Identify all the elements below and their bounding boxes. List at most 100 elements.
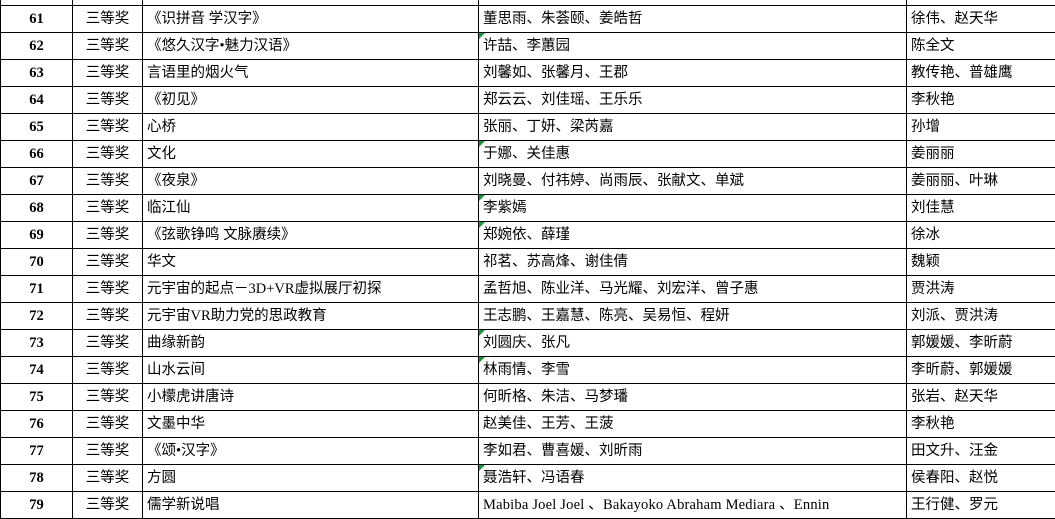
cell-奖项[interactable]: 三等奖 [73, 141, 143, 168]
cell-指导教师[interactable]: 姜丽丽、叶琳 [907, 168, 1055, 195]
cell-指导教师[interactable]: 田文升、汪金 [907, 438, 1055, 465]
cell-指导教师[interactable]: 陈全文 [907, 33, 1055, 60]
cell-指导教师[interactable]: 孙增 [907, 114, 1055, 141]
cell-作品名称[interactable]: 临江仙 [143, 195, 479, 222]
cell-作者[interactable]: 李如君、曹喜媛、刘昕雨 [479, 438, 907, 465]
cell-作品名称[interactable]: 华文 [143, 249, 479, 276]
cell-作品名称[interactable]: 方圆 [143, 465, 479, 492]
cell-指导教师[interactable]: 姜丽丽 [907, 141, 1055, 168]
cell-作者[interactable]: 张丽、丁妍、梁芮嘉 [479, 114, 907, 141]
cell-序号[interactable]: 67 [1, 168, 73, 195]
cell-作者[interactable]: 王志鹏、王嘉慧、陈亮、吴易恒、程妍 [479, 303, 907, 330]
cell-序号[interactable]: 75 [1, 384, 73, 411]
cell-作者[interactable]: 董思雨、朱荟颐、姜皓哲 [479, 6, 907, 33]
cell-序号[interactable]: 61 [1, 6, 73, 33]
cell-指导教师[interactable]: 张岩、赵天华 [907, 384, 1055, 411]
cell-序号[interactable]: 72 [1, 303, 73, 330]
cell-作品名称[interactable]: 《识拼音 学汉字》 [143, 6, 479, 33]
cell-指导教师[interactable]: 魏颖 [907, 249, 1055, 276]
cell-作者[interactable]: 郑云云、刘佳瑶、王乐乐 [479, 87, 907, 114]
cell-作品名称[interactable]: 文墨中华 [143, 411, 479, 438]
cell-指导教师[interactable]: 教传艳、普雄鹰 [907, 60, 1055, 87]
cell-序号[interactable]: 76 [1, 411, 73, 438]
cell-序号[interactable]: 66 [1, 141, 73, 168]
cell-奖项[interactable]: 三等奖 [73, 276, 143, 303]
cell-奖项[interactable]: 三等奖 [73, 168, 143, 195]
cell-作者[interactable]: 赵美佳、王芳、王菠 [479, 411, 907, 438]
cell-序号[interactable]: 65 [1, 114, 73, 141]
cell-奖项[interactable]: 三等奖 [73, 60, 143, 87]
cell-奖项[interactable]: 三等奖 [73, 114, 143, 141]
cell-作者[interactable]: 许喆、李蕙园 [479, 33, 907, 60]
cell-作品名称[interactable]: 儒学新说唱 [143, 492, 479, 519]
cell-作品名称[interactable]: 山水云间 [143, 357, 479, 384]
cell-作品名称[interactable]: 《夜泉》 [143, 168, 479, 195]
cell-序号[interactable]: 70 [1, 249, 73, 276]
cell-作品名称[interactable]: 《初见》 [143, 87, 479, 114]
cell-作品名称[interactable]: 《弦歌铮鸣 文脉赓续》 [143, 222, 479, 249]
cell-指导教师[interactable]: 徐伟、赵天华 [907, 6, 1055, 33]
cell-指导教师[interactable]: 王行健、罗元 [907, 492, 1055, 519]
cell-序号[interactable]: 63 [1, 60, 73, 87]
cell-序号[interactable]: 77 [1, 438, 73, 465]
cell-奖项[interactable]: 三等奖 [73, 492, 143, 519]
cell-奖项[interactable]: 三等奖 [73, 411, 143, 438]
cell-作者[interactable]: 刘晓曼、付祎婷、尚雨辰、张献文、单斌 [479, 168, 907, 195]
cell-作品名称[interactable]: 言语里的烟火气 [143, 60, 479, 87]
cell-指导教师[interactable]: 徐冰 [907, 222, 1055, 249]
cell-序号[interactable]: 69 [1, 222, 73, 249]
cell-作者[interactable]: 刘馨如、张馨月、王郡 [479, 60, 907, 87]
cell-序号[interactable]: 74 [1, 357, 73, 384]
cell-奖项[interactable]: 三等奖 [73, 438, 143, 465]
cell-指导教师[interactable]: 李秋艳 [907, 411, 1055, 438]
cell-作者[interactable]: 于娜、关佳惠 [479, 141, 907, 168]
cell-奖项[interactable]: 三等奖 [73, 87, 143, 114]
cell-奖项[interactable]: 三等奖 [73, 357, 143, 384]
cell-指导教师[interactable]: 刘佳慧 [907, 195, 1055, 222]
cell-作者[interactable]: 孟哲旭、陈业洋、马光耀、刘宏洋、曾子惠 [479, 276, 907, 303]
cell-作品名称[interactable]: 文化 [143, 141, 479, 168]
cell-作品名称[interactable]: 小檬虎讲唐诗 [143, 384, 479, 411]
cell-奖项[interactable]: 三等奖 [73, 195, 143, 222]
cell-指导教师[interactable]: 侯春阳、赵悦 [907, 465, 1055, 492]
cell-奖项[interactable]: 三等奖 [73, 6, 143, 33]
cell-作者[interactable]: Mabiba Joel Joel 、Bakayoko Abraham Media… [479, 492, 907, 519]
cell-作品名称[interactable]: 元宇宙的起点－3D+VR虚拟展厅初探 [143, 276, 479, 303]
cell-序号[interactable]: 64 [1, 87, 73, 114]
cell-作者[interactable]: 林雨情、李雪 [479, 357, 907, 384]
cell-作者[interactable]: 聂浩轩、冯语春 [479, 465, 907, 492]
cell-作者[interactable]: 郑婉依、薛瑾 [479, 222, 907, 249]
cell-作者[interactable]: 祁茗、苏高烽、谢佳倩 [479, 249, 907, 276]
cell-指导教师[interactable]: 刘派、贾洪涛 [907, 303, 1055, 330]
cell-作品名称[interactable]: 《颂•汉字》 [143, 438, 479, 465]
cell-奖项[interactable]: 三等奖 [73, 330, 143, 357]
cell-指导教师[interactable]: 郭媛媛、李昕蔚 [907, 330, 1055, 357]
cell-奖项[interactable]: 三等奖 [73, 465, 143, 492]
cell-序号[interactable]: 79 [1, 492, 73, 519]
cell-作品名称[interactable]: 《悠久汉字•魅力汉语》 [143, 33, 479, 60]
cell-奖项[interactable]: 三等奖 [73, 222, 143, 249]
cell-作者[interactable]: 李紫嫣 [479, 195, 907, 222]
cell-作品名称[interactable]: 曲缘新韵 [143, 330, 479, 357]
cell-序号[interactable]: 73 [1, 330, 73, 357]
